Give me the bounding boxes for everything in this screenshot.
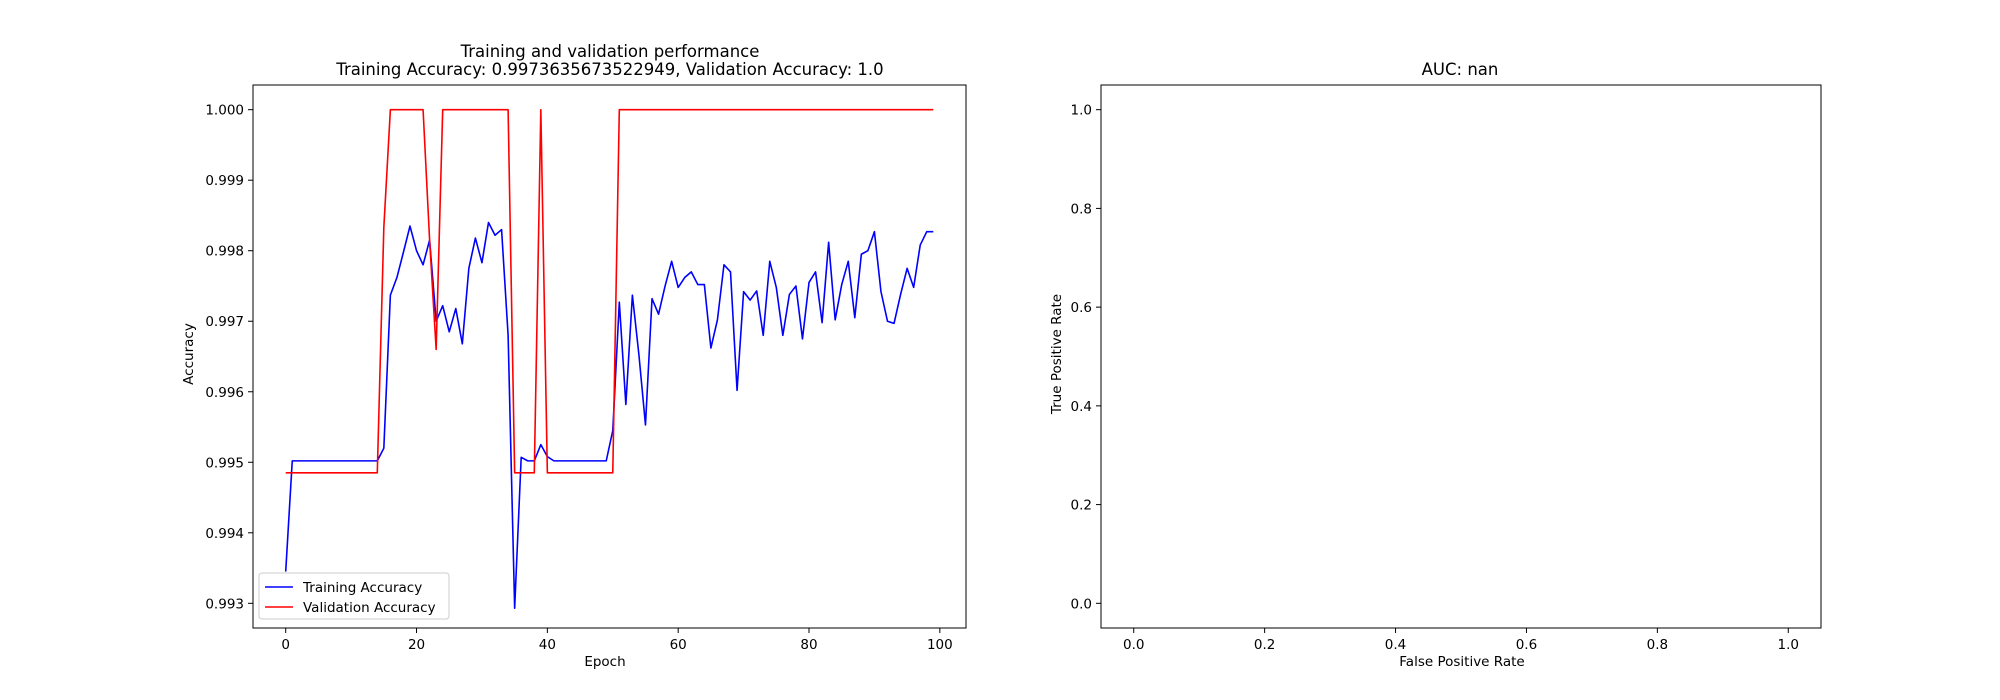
legend: Training Accuracy Validation Accuracy <box>258 572 450 620</box>
axes-frame <box>1100 84 1822 629</box>
x-tick-label: 0.4 <box>1385 637 1406 653</box>
y-tick-label: 0.8 <box>1071 201 1092 217</box>
y-tick-label: 0.996 <box>205 385 244 401</box>
y-tick-label: 1.0 <box>1071 103 1092 119</box>
chart-subtitle: Training Accuracy: 0.9973635673522949, V… <box>335 60 883 79</box>
y-axis-label: Accuracy <box>181 323 197 385</box>
chart-title: AUC: nan <box>1422 60 1499 79</box>
x-tick-label: 20 <box>408 637 425 653</box>
y-tick-label: 0.999 <box>205 173 244 189</box>
x-axis-label: Epoch <box>584 654 625 670</box>
x-tick-label: 40 <box>539 637 556 653</box>
y-tick-label: 0.993 <box>205 596 244 612</box>
x-tick-label: 60 <box>670 637 687 653</box>
x-tick-label: 0 <box>281 637 290 653</box>
y-tick-label: 0.6 <box>1071 300 1092 316</box>
x-axis-label: False Positive Rate <box>1399 654 1524 670</box>
y-axis-label: True Positive Rate <box>1049 294 1065 415</box>
plot-area: 0.0 0.2 0.4 0.6 0.8 1.0 0.0 0.2 0.4 0.6 0.8 1.0 <box>1071 103 1799 653</box>
x-tick-label: 0.2 <box>1254 637 1275 653</box>
axes-frame <box>252 84 967 629</box>
y-tick-label: 1.000 <box>205 103 244 119</box>
x-tick-label: 80 <box>800 637 817 653</box>
training-accuracy-chart: Training and validation performance Trai… <box>181 42 967 670</box>
x-tick-label: 0.8 <box>1647 637 1668 653</box>
y-tick-label: 0.4 <box>1071 399 1092 415</box>
series-line-training-accuracy <box>284 221 934 610</box>
legend-label-training: Training Accuracy <box>302 580 422 596</box>
series-line-validation-accuracy <box>285 108 934 474</box>
y-tick-label: 0.0 <box>1071 596 1092 612</box>
y-tick-label: 0.998 <box>205 244 244 260</box>
plot-area: 0 20 40 60 80 100 0.993 0.994 0.995 0.996 0.997 0.9… <box>205 103 952 653</box>
x-tick-label: 1.0 <box>1778 637 1799 653</box>
legend-box <box>258 572 450 620</box>
y-tick-label: 0.994 <box>205 526 244 542</box>
x-tick-label: 0.0 <box>1123 637 1144 653</box>
x-tick-label: 100 <box>927 637 953 653</box>
chart-title: Training and validation performance <box>460 42 760 61</box>
roc-curve-chart: AUC: nan 0.0 0.2 0.4 0.6 0.8 1.00.00.20.40.60… <box>1049 60 1822 670</box>
y-tick-label: 0.2 <box>1071 498 1092 514</box>
y-tick-label: 0.997 <box>205 314 244 330</box>
y-tick-label: 0.995 <box>205 455 244 471</box>
legend-label-validation: Validation Accuracy <box>303 600 436 616</box>
x-tick-label: 0.6 <box>1516 637 1537 653</box>
